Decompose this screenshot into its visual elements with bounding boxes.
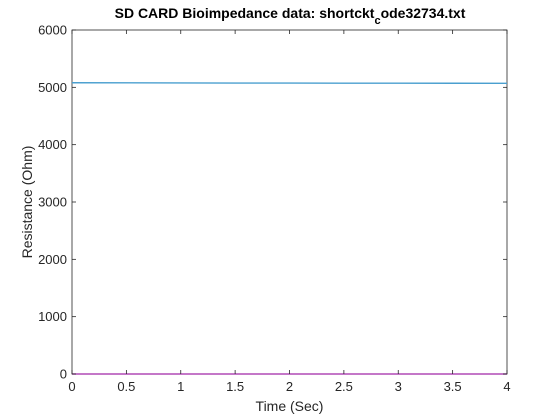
series-line-1 <box>71 82 508 85</box>
y-tick-label: 5000 <box>38 80 67 95</box>
y-axis-ticks: 0 1000 2000 3000 4000 5000 6000 <box>38 23 507 382</box>
chart-title: SD CARD Bioimpedance data: shortcktcode3… <box>115 5 466 27</box>
chart-title-suffix: ode32734.txt <box>381 5 466 21</box>
y-tick-label: 4000 <box>38 137 67 152</box>
y-tick-label: 1000 <box>38 309 67 324</box>
x-tick-label: 0 <box>68 379 75 394</box>
x-tick-label: 2.5 <box>335 379 353 394</box>
x-tick-label: 2 <box>286 379 293 394</box>
y-axis-label: Resistance (Ohm) <box>19 146 35 259</box>
x-axis-ticks: 0 0.5 1 1.5 2 2.5 3 3.5 4 <box>68 30 511 394</box>
x-tick-label: 0.5 <box>117 379 135 394</box>
plot-area <box>71 29 508 375</box>
y-tick-label: 0 <box>60 367 67 382</box>
y-tick-label: 2000 <box>38 252 67 267</box>
x-tick-label: 3.5 <box>444 379 462 394</box>
x-tick-label: 4 <box>503 379 510 394</box>
x-axis-label: Time (Sec) <box>256 398 324 414</box>
y-tick-label: 6000 <box>38 23 67 38</box>
chart-title-main: SD CARD Bioimpedance data: shortckt <box>115 5 375 21</box>
x-tick-label: 3 <box>395 379 402 394</box>
x-tick-label: 1 <box>177 379 184 394</box>
chart-title-subscript: c <box>374 15 380 27</box>
y-tick-label: 3000 <box>38 195 67 210</box>
x-tick-label: 1.5 <box>226 379 244 394</box>
